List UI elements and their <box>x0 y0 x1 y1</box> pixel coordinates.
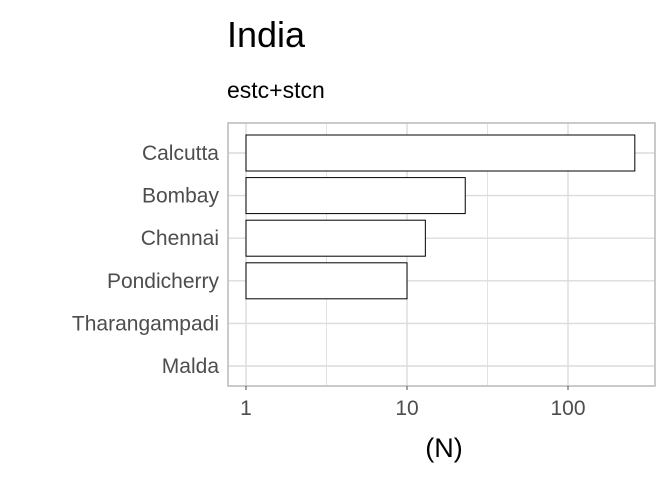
bars <box>245 134 636 300</box>
category-labels: Calcutta Bombay Chennai Pondicherry Tharanga… <box>72 142 220 378</box>
chart-subtitle: estc+stcn <box>227 77 325 103</box>
x-tick-labels: 1 10 100 <box>240 386 586 420</box>
x-tick-label: 10 <box>395 397 418 420</box>
bar-calcutta <box>245 134 636 172</box>
bar-pondicherry <box>245 262 408 300</box>
category-label: Chennai <box>141 227 219 250</box>
category-label: Pondicherry <box>107 270 220 293</box>
category-label: Bombay <box>142 185 220 208</box>
category-label: Tharangampadi <box>72 312 219 335</box>
x-tick-label: 100 <box>550 397 585 420</box>
chart-title: India <box>227 14 306 55</box>
x-axis-title: (N) <box>425 433 462 463</box>
category-label: Malda <box>162 355 220 378</box>
panel-border <box>227 122 656 387</box>
bar-chennai <box>245 219 426 257</box>
bar-bombay <box>245 177 466 215</box>
category-label: Calcutta <box>142 142 219 165</box>
x-tick-label: 1 <box>240 397 252 420</box>
